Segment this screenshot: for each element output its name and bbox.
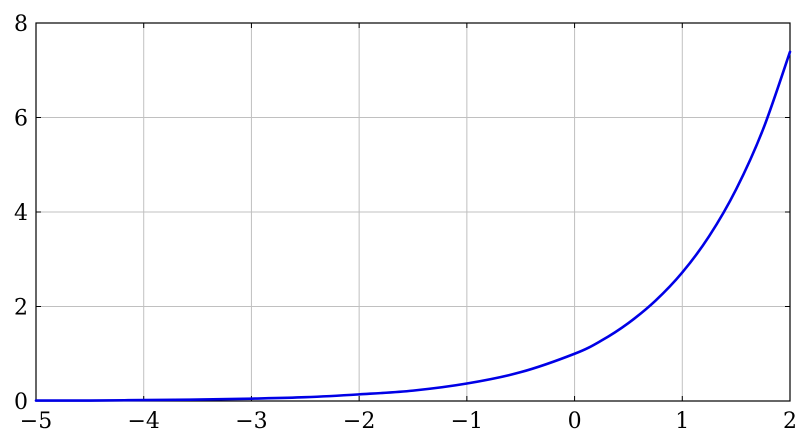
data-point (735, 188, 738, 191)
data-point (250, 397, 253, 400)
data-point (519, 371, 522, 374)
data-point (35, 399, 38, 402)
data-point (708, 235, 711, 238)
data-point (304, 396, 307, 399)
x-tick-label: 0 (568, 409, 582, 432)
y-tick-label: 8 (14, 12, 28, 37)
series-layer (34, 50, 792, 402)
data-point (89, 399, 92, 402)
x-tick-label: −3 (235, 409, 267, 432)
x-tick-label: −4 (127, 409, 159, 432)
data-point (762, 128, 765, 131)
data-point (573, 352, 576, 355)
grid (35, 22, 791, 402)
data-point (358, 393, 361, 396)
y-tick-label: 4 (14, 201, 28, 226)
y-tick-label: 0 (14, 390, 28, 415)
plot-frame (35, 22, 791, 402)
y-axis-tick-labels: 0 2 4 6 8 (14, 12, 28, 415)
x-tick-label: −5 (20, 409, 52, 432)
x-tick-label: 2 (783, 409, 797, 432)
y-tick-label: 6 (14, 107, 28, 132)
x-tick-label: 1 (675, 409, 689, 432)
data-point (789, 51, 792, 54)
data-point (600, 339, 603, 342)
series-line-0 (34, 50, 792, 402)
data-point (466, 382, 469, 385)
data-point (142, 399, 145, 402)
data-point (627, 322, 630, 325)
x-tick-label: −1 (451, 409, 483, 432)
x-axis-tick-labels: −5 −4 −3 −2 −1 0 1 2 (20, 409, 797, 432)
data-point (196, 398, 199, 401)
data-point (681, 271, 684, 274)
x-tick-label: −2 (343, 409, 375, 432)
y-tick-label: 2 (14, 296, 28, 321)
data-point (412, 389, 415, 392)
data-point (654, 300, 657, 303)
